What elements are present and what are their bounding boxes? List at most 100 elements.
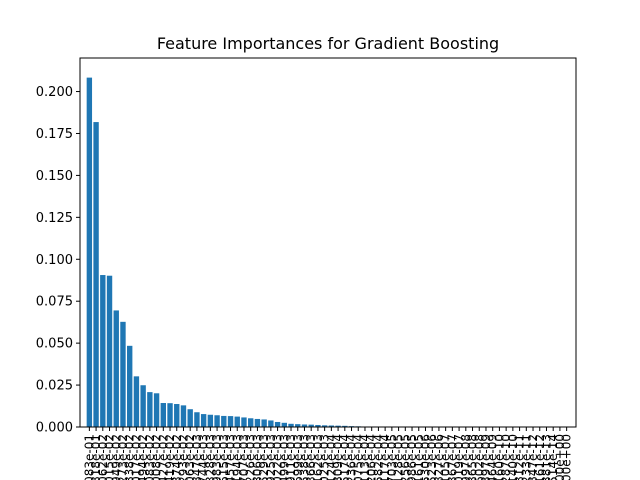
- x-tick-label: 4.838e-02: [123, 434, 137, 480]
- y-axis: 0.000 0.025 0.050 0.075 0.100 0.125 0.150 0.175…: [36, 85, 80, 436]
- x-tick-label: 0.000e+00: [553, 434, 567, 480]
- bar: [167, 403, 173, 427]
- y-tick-label: 0.050: [36, 337, 73, 352]
- x-tick-label: 3.847e-12: [526, 434, 540, 480]
- x-tick-label: 3.256e-05: [398, 434, 412, 480]
- x-tick-label: 2.083e-02: [143, 434, 157, 480]
- x-tick-label: 2.464e-09: [486, 434, 500, 480]
- x-tick-label: 3.113e-04: [358, 434, 372, 480]
- bar: [315, 424, 321, 427]
- x-tick-label: 1.025e-03: [318, 434, 332, 480]
- x-tick-label: 3.812e-11: [513, 434, 527, 480]
- plot-area: [86, 77, 435, 428]
- x-tick-label: 5.707e-03: [237, 434, 251, 480]
- chart-title: Feature Importances for Gradient Boostin…: [157, 34, 499, 53]
- x-tick-label: 3.523e-06: [425, 434, 439, 480]
- x-tick-label: 9.160e-10: [492, 434, 506, 480]
- axes-frame: [79, 57, 577, 428]
- x-tick-label: 8.997e-08: [459, 434, 473, 480]
- bar: [248, 418, 254, 427]
- bar: [274, 421, 281, 427]
- x-tick-label: 9.124e-04: [324, 434, 338, 480]
- x-tick-label: 3.925e-03: [264, 434, 278, 480]
- x-tick-label: 6.615e-03: [217, 434, 231, 480]
- y-tick-label: 0.000: [36, 421, 73, 436]
- x-tick-label: 1.233e-11: [519, 434, 533, 480]
- x-tick-label: 6.194e-03: [230, 434, 244, 480]
- x-tick-label: 2.206e-04: [365, 434, 379, 480]
- bar: [281, 422, 287, 427]
- y-tick-label: 0.100: [36, 253, 73, 268]
- bar: [133, 376, 140, 427]
- bar: [86, 77, 93, 428]
- y-tick-label: 0.150: [36, 169, 73, 184]
- bar: [335, 425, 341, 427]
- x-tick-label: 4.075e-04: [351, 434, 365, 480]
- x-tick-label: 1.140e-10: [506, 434, 520, 480]
- x-tick-label: 6.397e-09: [479, 434, 493, 480]
- x-tick-label: 3.287e-10: [499, 434, 513, 480]
- x-tick-label: 5.236e-04: [345, 434, 359, 480]
- x-tick-label: 5.128e-05: [392, 434, 406, 480]
- x-axis: 2.083e-011.818e-019.062e-029.015e-026.94…: [82, 427, 574, 480]
- x-tick-label: 4.529e-03: [257, 434, 271, 480]
- x-tick-label: 1.699e-03: [291, 434, 305, 480]
- x-tick-label: 3.017e-02: [129, 434, 143, 480]
- x-tick-label: 8.847e-03: [190, 434, 204, 480]
- bar: [288, 423, 294, 427]
- bar: [120, 321, 126, 427]
- x-tick-label: 1.161e-05: [412, 434, 426, 480]
- bar: [174, 404, 180, 427]
- x-tick-label: 6.457e-03: [224, 434, 238, 480]
- bar: [180, 405, 187, 427]
- bar: [241, 417, 247, 427]
- x-tick-label: 2.083e-01: [82, 434, 96, 480]
- bar: [200, 414, 207, 427]
- x-tick-label: 3.022e-03: [271, 434, 285, 480]
- y-tick-label: 0.025: [36, 379, 73, 394]
- x-tick-label: 6.530e-06: [418, 434, 432, 480]
- bar: [187, 409, 193, 427]
- x-tick-label: 1.117e-04: [378, 434, 392, 480]
- x-tick-label: 1.063e-02: [183, 434, 197, 480]
- bar: [194, 412, 200, 427]
- x-tick-label: 9.514e-14: [546, 434, 560, 480]
- bar: [301, 424, 308, 427]
- bar: [160, 403, 166, 427]
- x-tick-label: 1.161e-12: [533, 434, 547, 480]
- x-tick-label: 1.374e-02: [170, 434, 184, 480]
- x-tick-label: 6.517e-04: [338, 434, 352, 480]
- bar: [321, 425, 328, 427]
- x-tick-label: 1.427e-02: [156, 434, 170, 480]
- bar: [140, 385, 146, 427]
- y-tick-label: 0.175: [36, 127, 73, 142]
- bar: [328, 425, 335, 427]
- x-tick-label: 1.162e-03: [311, 434, 325, 480]
- x-tick-label: 6.983e-03: [210, 434, 224, 480]
- bar: [113, 310, 119, 427]
- x-tick-label: 3.865e-08: [466, 434, 480, 480]
- bar: [268, 420, 274, 427]
- bar: [153, 393, 160, 427]
- bar: [214, 415, 220, 427]
- bar: [221, 415, 227, 427]
- x-tick-label: 2.019e-07: [452, 434, 466, 480]
- bar: [234, 416, 240, 427]
- x-tick-label: 2.008e-02: [150, 434, 164, 480]
- x-tick-label: 4.367e-07: [445, 434, 459, 480]
- y-tick-label: 0.075: [36, 295, 73, 310]
- x-tick-label: 9.015e-02: [103, 434, 117, 480]
- bar: [100, 275, 106, 427]
- bar: [106, 275, 113, 427]
- y-tick-label: 0.200: [36, 85, 73, 100]
- bar: [254, 418, 261, 427]
- x-tick-label: 1.911e-03: [284, 434, 298, 480]
- x-tick-label: 1.419e-02: [163, 434, 177, 480]
- x-tick-label: 9.062e-02: [96, 434, 110, 480]
- x-tick-label: 3.381e-13: [539, 434, 553, 480]
- x-tick-label: 1.582e-04: [371, 434, 385, 480]
- x-tick-label: 1.986e-05: [405, 434, 419, 480]
- x-tick-label: 1.366e-03: [304, 434, 318, 480]
- x-tick-label: 1.293e-02: [176, 434, 190, 480]
- x-tick-label: 9.105e-07: [439, 434, 453, 480]
